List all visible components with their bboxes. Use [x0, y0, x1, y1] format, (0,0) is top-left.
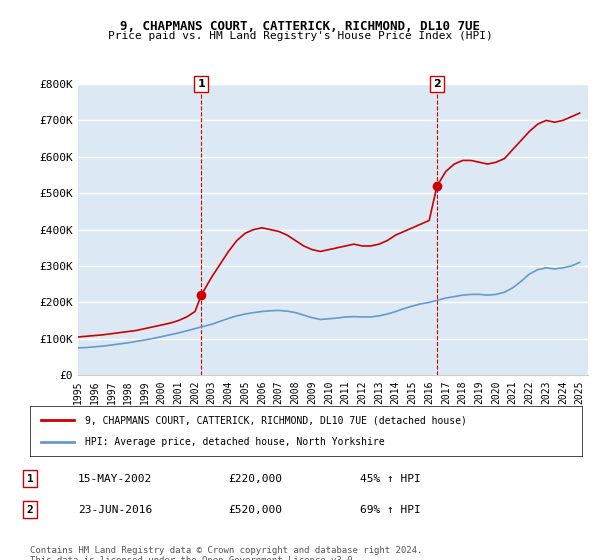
Text: Price paid vs. HM Land Registry's House Price Index (HPI): Price paid vs. HM Land Registry's House … — [107, 31, 493, 41]
Text: Contains HM Land Registry data © Crown copyright and database right 2024.
This d: Contains HM Land Registry data © Crown c… — [30, 546, 422, 560]
Text: 1: 1 — [26, 474, 34, 484]
Text: 69% ↑ HPI: 69% ↑ HPI — [360, 505, 421, 515]
Text: 45% ↑ HPI: 45% ↑ HPI — [360, 474, 421, 484]
Text: 15-MAY-2002: 15-MAY-2002 — [78, 474, 152, 484]
Text: £220,000: £220,000 — [228, 474, 282, 484]
Text: £520,000: £520,000 — [228, 505, 282, 515]
Text: HPI: Average price, detached house, North Yorkshire: HPI: Average price, detached house, Nort… — [85, 437, 385, 447]
Text: 23-JUN-2016: 23-JUN-2016 — [78, 505, 152, 515]
Text: 1: 1 — [197, 79, 205, 89]
Text: 9, CHAPMANS COURT, CATTERICK, RICHMOND, DL10 7UE (detached house): 9, CHAPMANS COURT, CATTERICK, RICHMOND, … — [85, 415, 467, 425]
Text: 2: 2 — [26, 505, 34, 515]
Text: 2: 2 — [433, 79, 441, 89]
Text: 9, CHAPMANS COURT, CATTERICK, RICHMOND, DL10 7UE: 9, CHAPMANS COURT, CATTERICK, RICHMOND, … — [120, 20, 480, 32]
